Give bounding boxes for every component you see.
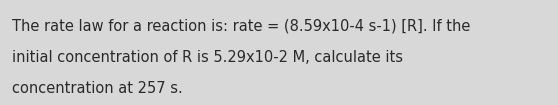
Text: concentration at 257 s.: concentration at 257 s. (12, 81, 183, 96)
Text: The rate law for a reaction is: rate = (8.59x10-4 s-1) [R]. If the: The rate law for a reaction is: rate = (… (12, 19, 470, 34)
Text: initial concentration of R is 5.29x10-2 M, calculate its: initial concentration of R is 5.29x10-2 … (12, 50, 403, 65)
